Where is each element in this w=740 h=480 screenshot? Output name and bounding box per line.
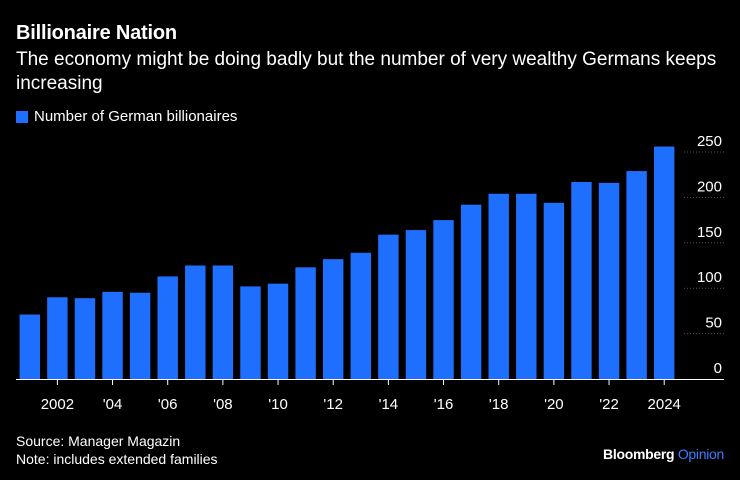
bar-2015 [405,230,427,379]
bar-2003 [74,298,96,379]
x-tick-label: '22 [599,396,619,413]
bar-2023 [626,171,647,379]
brand-name: Bloomberg [603,446,675,462]
bar-2016 [433,220,454,379]
bar-2005 [129,292,151,379]
y-tick-label: 250 [697,133,722,150]
footnote: Note: includes extended families [16,451,218,467]
y-tick-label: 150 [697,224,722,241]
bar-2002 [47,297,68,379]
x-tick-label: '14 [379,396,399,413]
bar-2022 [598,182,620,379]
chart-subtitle: The economy might be doing badly but the… [16,49,717,94]
x-tick-label: '12 [323,396,343,413]
x-tick-label: '04 [103,396,123,413]
brand-logo: Bloomberg Opinion [603,446,724,462]
bar-2006 [157,276,178,379]
bar-2008 [212,265,234,379]
x-tick-label: '08 [213,396,233,413]
x-tick-label: '16 [434,396,454,413]
x-tick-label: 2002 [41,396,74,413]
legend-label: Number of German billionaires [34,108,238,125]
bar-2011 [295,267,316,379]
bar-2020 [543,202,565,379]
source-note: Source: Manager Magazin [16,433,181,449]
x-tick-label: 2024 [648,396,681,413]
x-tick-label: '18 [489,396,509,413]
footer: Source: Manager Magazin Note: includes e… [16,432,218,468]
brand-suffix: Opinion [677,446,724,462]
bar-2004 [102,291,123,379]
legend-swatch [16,110,28,123]
chart-title: Billionaire Nation [16,22,177,44]
x-tick-label: '20 [544,396,564,413]
bar-2010 [267,283,289,379]
bar-2007 [185,265,206,379]
bar-2024 [654,146,675,379]
bar-2017 [460,204,482,379]
y-tick-label: 50 [705,315,722,332]
bar-2019 [516,193,537,379]
x-tick-label: '10 [268,396,288,413]
bar-2021 [571,181,592,379]
y-tick-label: 200 [697,178,722,195]
bar-2013 [350,252,371,379]
bar-2012 [323,259,344,379]
bar-2018 [488,193,509,379]
bar-2001 [19,314,40,379]
x-tick-label: '06 [158,396,178,413]
bar-2014 [378,234,399,379]
y-tick-label: 0 [714,360,722,377]
y-tick-label: 100 [697,269,722,286]
legend: Number of German billionaires [16,108,237,125]
bar-2009 [240,286,261,379]
